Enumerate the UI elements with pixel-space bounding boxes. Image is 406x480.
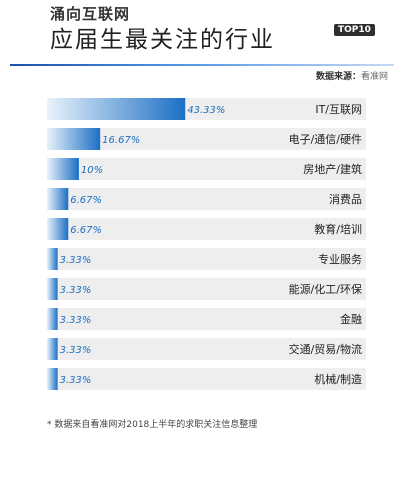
bar	[47, 158, 79, 180]
value-label: 6.67%	[70, 225, 102, 236]
value-label: 3.33%	[60, 315, 92, 326]
value-label: 43.33%	[187, 105, 225, 116]
category-label: 专业服务	[318, 252, 362, 266]
footnote: * 数据来自看准网对2018上半年的求职关注信息整理	[47, 420, 258, 430]
bar	[47, 338, 58, 360]
brand-title: 涌向互联网	[50, 5, 131, 23]
value-label: 3.33%	[60, 255, 92, 266]
bar-track	[47, 338, 366, 360]
category-label: 消费品	[329, 192, 362, 206]
category-label: 机械/制造	[314, 372, 362, 386]
bar	[47, 188, 69, 210]
data-source: 数据来源：看准网	[316, 69, 388, 82]
bar-track	[47, 188, 366, 210]
bar-track	[47, 128, 366, 150]
bar-track	[47, 218, 366, 240]
title-divider	[10, 64, 394, 66]
category-label: 交通/贸易/物流	[289, 342, 362, 356]
bar	[47, 368, 58, 390]
value-label: 10%	[81, 165, 103, 176]
top10-badge: TOP10	[334, 24, 375, 36]
bar-track	[47, 308, 366, 330]
bar-track	[47, 158, 366, 180]
value-label: 3.33%	[60, 345, 92, 356]
source-site: 看准网	[360, 72, 388, 82]
value-label: 3.33%	[60, 285, 92, 296]
source-label: 数据来源：	[315, 72, 361, 82]
industry-bar-chart: 43.33% IT/互联网 16.67% 电子/通信/硬件 10% 房地产/建筑 6.67%…	[47, 98, 366, 390]
category-label: 教育/培训	[314, 222, 362, 236]
category-label: 能源/化工/环保	[289, 282, 362, 296]
category-label: 金融	[340, 312, 362, 326]
value-label: 6.67%	[70, 195, 102, 206]
category-label: IT/互联网	[315, 103, 362, 116]
bar	[47, 98, 186, 120]
bar	[47, 278, 58, 300]
bar-track	[47, 248, 366, 270]
value-label: 16.67%	[102, 135, 140, 146]
bar	[47, 218, 69, 240]
bar	[47, 308, 58, 330]
category-label: 房地产/建筑	[303, 162, 362, 176]
category-label: 电子/通信/硬件	[289, 133, 362, 146]
bar-track	[47, 368, 366, 390]
value-label: 3.33%	[60, 375, 92, 386]
bar	[47, 128, 101, 150]
page-title: 应届生最关注的行业	[50, 27, 275, 53]
bar-track	[47, 278, 366, 300]
bar	[47, 248, 58, 270]
